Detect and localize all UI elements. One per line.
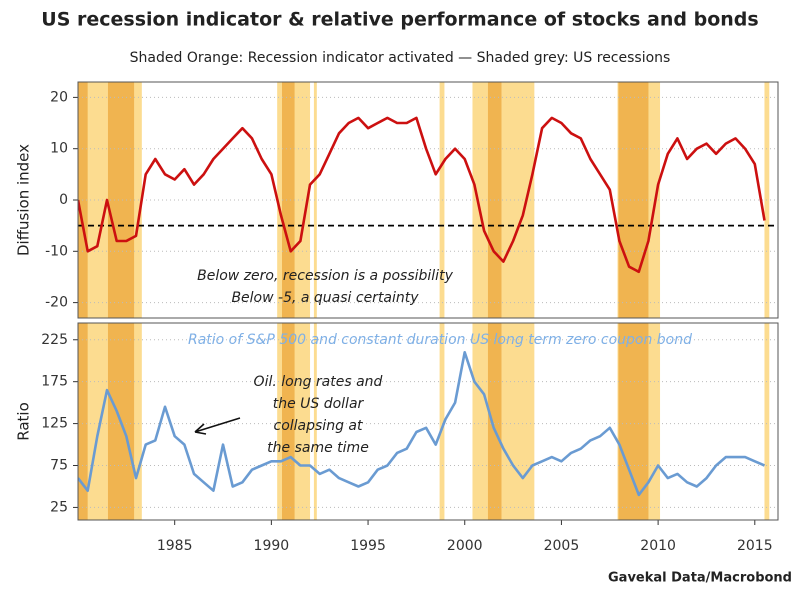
y-tick-label: 0	[59, 192, 68, 208]
y-tick-label: 75	[50, 458, 68, 474]
panel-frame	[77, 322, 779, 521]
recession-band	[618, 323, 649, 520]
panel: -20 -10 0 10 20 Diffusion index Below zero, re…	[15, 81, 779, 319]
annotation: Below -5, a quasi certainty	[231, 290, 419, 306]
y-tick-label: 25	[50, 499, 68, 515]
y-tick-label: -20	[45, 295, 68, 311]
annotation: the same time	[267, 440, 369, 456]
panel: 25 75 125 175 225 1985 1990 1995 2000 2005 2010 201…	[15, 322, 779, 554]
x-tick-label: 2010	[640, 538, 676, 554]
chart-title: US recession indicator & relative perfor…	[41, 9, 758, 31]
y-tick-label: 175	[41, 374, 68, 390]
annotation: Below zero, recession is a possibility	[197, 268, 453, 284]
x-tick-label: 1985	[157, 538, 193, 554]
indicator-band	[313, 323, 317, 520]
y-tick-label: -10	[45, 243, 68, 259]
y-tick-label: 10	[50, 141, 68, 157]
source: Gavekal Data/Macrobond	[608, 571, 792, 586]
annotation: the US dollar	[273, 396, 365, 412]
x-tick-label: 2005	[544, 538, 580, 554]
data-line	[78, 351, 766, 497]
x-tick-label: 1995	[350, 538, 386, 554]
recession-band	[78, 323, 88, 520]
y-axis-label: Diffusion index	[15, 144, 33, 256]
chart-subtitle: Shaded Orange: Recession indicator activ…	[130, 50, 671, 66]
indicator-band	[439, 323, 445, 520]
x-tick-label: 1990	[254, 538, 290, 554]
plot-area	[78, 82, 778, 318]
x-tick-label: 2000	[447, 538, 483, 554]
x-tick-label: 2015	[737, 538, 773, 554]
recession-band	[282, 82, 295, 318]
plot-area	[78, 323, 778, 520]
indicator-band	[313, 82, 317, 318]
recession-band	[487, 323, 502, 520]
y-tick-label: 225	[41, 332, 68, 348]
y-tick-label: 125	[41, 416, 68, 432]
indicator-band	[764, 323, 770, 520]
recession-band	[618, 82, 649, 318]
series-label: Ratio of S&P 500 and constant duration U…	[188, 332, 692, 348]
recession-band	[282, 323, 295, 520]
indicator-band	[472, 323, 535, 520]
annotation: Oil. long rates and	[254, 374, 383, 390]
annotation-arrow	[194, 417, 241, 435]
recession-band	[107, 82, 135, 318]
annotation: collapsing at	[274, 418, 363, 434]
panel-frame	[77, 81, 779, 319]
data-line	[78, 116, 766, 274]
y-axis-label: Ratio	[15, 402, 33, 441]
y-tick-label: 20	[50, 89, 68, 105]
